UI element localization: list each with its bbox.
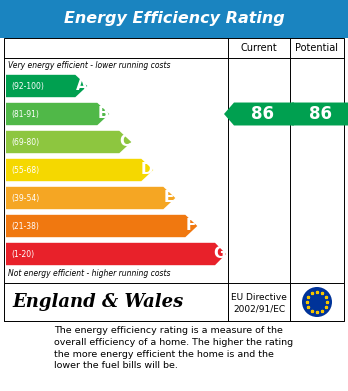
- Text: 86: 86: [309, 105, 332, 123]
- Text: B: B: [97, 106, 109, 122]
- Text: (1-20): (1-20): [11, 249, 34, 258]
- Bar: [4, 38, 344, 321]
- Polygon shape: [6, 215, 197, 237]
- Polygon shape: [6, 243, 226, 265]
- Text: Energy Efficiency Rating: Energy Efficiency Rating: [64, 11, 284, 27]
- Polygon shape: [282, 102, 348, 126]
- Bar: [4, 283, 344, 321]
- Text: England & Wales: England & Wales: [12, 293, 183, 311]
- Text: Not energy efficient - higher running costs: Not energy efficient - higher running co…: [8, 269, 171, 278]
- Polygon shape: [6, 187, 175, 209]
- Text: (69-80): (69-80): [11, 138, 39, 147]
- Text: D: D: [141, 163, 153, 178]
- Text: Very energy efficient - lower running costs: Very energy efficient - lower running co…: [8, 61, 171, 70]
- Text: (92-100): (92-100): [11, 81, 44, 90]
- Polygon shape: [6, 159, 153, 181]
- Text: (21-38): (21-38): [11, 221, 39, 231]
- Text: Potential: Potential: [295, 43, 339, 53]
- Polygon shape: [6, 131, 131, 153]
- Polygon shape: [6, 75, 87, 97]
- Text: F: F: [186, 219, 197, 233]
- Text: (81-91): (81-91): [11, 109, 39, 118]
- Circle shape: [302, 287, 332, 317]
- Polygon shape: [224, 102, 294, 126]
- Text: (55-68): (55-68): [11, 165, 39, 174]
- Text: (39-54): (39-54): [11, 194, 39, 203]
- Text: C: C: [120, 135, 131, 149]
- Text: E: E: [164, 190, 174, 206]
- Text: A: A: [76, 79, 87, 93]
- Bar: [0, 0, 348, 38]
- Text: EU Directive: EU Directive: [231, 292, 287, 301]
- Text: 2002/91/EC: 2002/91/EC: [233, 305, 285, 314]
- Text: Current: Current: [240, 43, 277, 53]
- Text: The energy efficiency rating is a measure of the
overall efficiency of a home. T: The energy efficiency rating is a measur…: [54, 326, 294, 370]
- Text: 86: 86: [252, 105, 275, 123]
- Polygon shape: [6, 103, 109, 125]
- Text: G: G: [214, 246, 226, 262]
